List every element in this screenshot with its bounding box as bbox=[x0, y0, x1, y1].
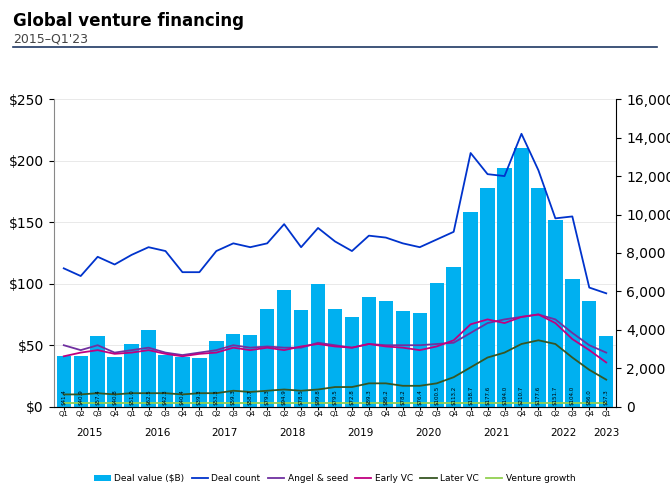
Text: Global venture financing: Global venture financing bbox=[13, 12, 245, 30]
Text: $79.5: $79.5 bbox=[332, 389, 338, 405]
Bar bbox=[480, 188, 494, 407]
Text: $72.8: $72.8 bbox=[350, 389, 354, 405]
Text: 2015: 2015 bbox=[76, 428, 103, 437]
Text: $53.3: $53.3 bbox=[214, 389, 219, 405]
Text: $58.7: $58.7 bbox=[248, 389, 253, 405]
Bar bbox=[74, 357, 88, 407]
Bar bbox=[209, 341, 224, 407]
Text: 2023: 2023 bbox=[593, 428, 620, 437]
Text: $40.8: $40.8 bbox=[112, 389, 117, 405]
Bar bbox=[243, 334, 257, 407]
Bar bbox=[531, 188, 545, 407]
Text: $59.3: $59.3 bbox=[230, 389, 236, 405]
Text: $94.9: $94.9 bbox=[281, 389, 287, 405]
Bar bbox=[192, 359, 206, 407]
Text: $39.3: $39.3 bbox=[197, 389, 202, 405]
Bar bbox=[565, 279, 580, 407]
Bar bbox=[56, 356, 71, 407]
Text: $113.2: $113.2 bbox=[451, 385, 456, 405]
Text: 2020: 2020 bbox=[415, 428, 442, 437]
Bar bbox=[395, 310, 410, 407]
Text: $76.4: $76.4 bbox=[417, 389, 422, 405]
Bar bbox=[260, 309, 275, 407]
Text: 2021: 2021 bbox=[483, 428, 509, 437]
Bar bbox=[464, 211, 478, 407]
Text: $57.3: $57.3 bbox=[604, 389, 609, 405]
Bar bbox=[446, 267, 461, 407]
Bar bbox=[294, 310, 308, 407]
Bar bbox=[125, 344, 139, 407]
Bar bbox=[107, 357, 122, 407]
Bar bbox=[90, 336, 105, 407]
Bar bbox=[277, 290, 291, 407]
Text: $86.0: $86.0 bbox=[587, 389, 592, 405]
Text: 2019: 2019 bbox=[347, 428, 374, 437]
Text: $100.5: $100.5 bbox=[434, 385, 440, 405]
Bar bbox=[176, 357, 190, 407]
Bar bbox=[548, 220, 563, 407]
Bar bbox=[599, 336, 614, 407]
Text: $86.2: $86.2 bbox=[383, 389, 389, 405]
Text: $151.7: $151.7 bbox=[553, 385, 558, 405]
Text: $41.4: $41.4 bbox=[61, 389, 66, 405]
Text: $210.7: $210.7 bbox=[519, 385, 524, 405]
Text: $104.0: $104.0 bbox=[570, 385, 575, 405]
Bar bbox=[158, 355, 173, 407]
Text: $51.0: $51.0 bbox=[129, 389, 134, 405]
Bar bbox=[362, 297, 376, 407]
Text: $99.8: $99.8 bbox=[316, 389, 320, 405]
Bar bbox=[141, 330, 155, 407]
Text: $42.3: $42.3 bbox=[163, 389, 168, 405]
Bar bbox=[226, 334, 241, 407]
Text: 2017: 2017 bbox=[212, 428, 238, 437]
Text: 2022: 2022 bbox=[551, 428, 577, 437]
Bar bbox=[345, 317, 359, 407]
Bar bbox=[379, 301, 393, 407]
Text: $40.9: $40.9 bbox=[78, 389, 83, 405]
Text: 2016: 2016 bbox=[144, 428, 170, 437]
Text: $177.6: $177.6 bbox=[485, 385, 490, 405]
Text: $78.5: $78.5 bbox=[299, 389, 304, 405]
Legend: Deal value ($B), Deal count, Angel & seed, Early VC, Later VC, Venture growth: Deal value ($B), Deal count, Angel & see… bbox=[90, 470, 580, 487]
Text: $79.3: $79.3 bbox=[265, 389, 270, 405]
Bar bbox=[328, 309, 342, 407]
Text: $158.7: $158.7 bbox=[468, 385, 473, 405]
Bar bbox=[497, 168, 512, 407]
Text: $89.3: $89.3 bbox=[366, 389, 371, 405]
Text: $177.6: $177.6 bbox=[536, 385, 541, 405]
Text: 2015–Q1'23: 2015–Q1'23 bbox=[13, 32, 88, 45]
Bar bbox=[582, 301, 596, 407]
Text: $57.4: $57.4 bbox=[95, 389, 100, 405]
Text: $194.0: $194.0 bbox=[502, 385, 507, 405]
Text: $78.2: $78.2 bbox=[400, 389, 405, 405]
Bar bbox=[429, 283, 444, 407]
Text: $40.4: $40.4 bbox=[180, 389, 185, 405]
Bar bbox=[311, 284, 325, 407]
Text: 2018: 2018 bbox=[279, 428, 306, 437]
Text: $62.5: $62.5 bbox=[146, 389, 151, 405]
Bar bbox=[515, 147, 529, 407]
Bar bbox=[413, 313, 427, 407]
